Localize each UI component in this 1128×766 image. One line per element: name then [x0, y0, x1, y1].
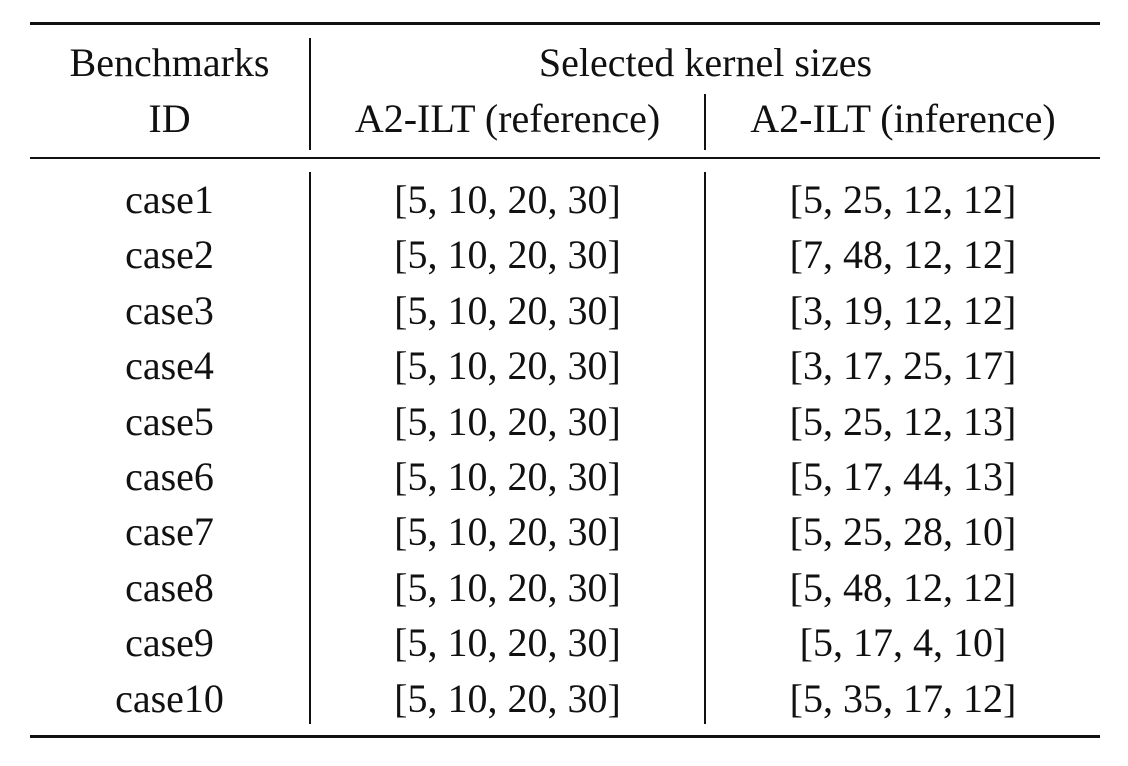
cell-benchmark-id: case1 — [125, 177, 214, 222]
header-id: ID — [148, 96, 191, 141]
table-row: case8 [5, 10, 20, 30] [5, 48, 12, 12] — [30, 560, 1100, 615]
cell-inference: [5, 48, 12, 12] — [789, 564, 1017, 610]
cell-reference: [5, 10, 20, 30] — [394, 675, 621, 721]
cell-reference: [5, 10, 20, 30] — [394, 287, 621, 333]
cell-benchmark-id: case9 — [125, 620, 214, 666]
cell-reference: [5, 10, 20, 30] — [394, 177, 621, 222]
table-row: case9 [5, 10, 20, 30] [5, 17, 4, 10] — [30, 615, 1100, 670]
table-row: case1 [5, 10, 20, 30] [5, 25, 12, 12] — [30, 172, 1100, 227]
cell-inference: [5, 35, 17, 12] — [789, 675, 1017, 721]
table-bottom-rule — [30, 735, 1100, 738]
cell-inference: [5, 17, 4, 10] — [799, 620, 1007, 666]
header-inference: A2-ILT (inference) — [750, 96, 1056, 141]
header-reference: A2-ILT (reference) — [354, 96, 661, 141]
cell-inference: [5, 25, 28, 10] — [789, 509, 1017, 555]
body-divider-right — [704, 172, 706, 724]
cell-benchmark-id: case5 — [125, 398, 214, 444]
table-row: case3 [5, 10, 20, 30] [3, 19, 12, 12] — [30, 283, 1100, 338]
table-row: case2 [5, 10, 20, 30] [7, 48, 12, 12] — [30, 227, 1100, 282]
cell-inference: [5, 25, 12, 12] — [789, 177, 1017, 222]
cell-reference: [5, 10, 20, 30] — [394, 620, 621, 666]
cell-benchmark-id: case8 — [125, 564, 214, 610]
cell-inference: [3, 19, 12, 12] — [789, 287, 1017, 333]
cell-reference: [5, 10, 20, 30] — [394, 453, 621, 499]
table-row: case5 [5, 10, 20, 30] [5, 25, 12, 13] — [30, 394, 1100, 449]
cell-benchmark-id: case6 — [125, 453, 214, 499]
table-row: case10 [5, 10, 20, 30] [5, 35, 17, 12] — [30, 671, 1100, 726]
table-row: case6 [5, 10, 20, 30] [5, 17, 44, 13] — [30, 449, 1100, 504]
cell-inference: [5, 25, 12, 13] — [789, 398, 1017, 444]
table-row: case4 [5, 10, 20, 30] [3, 17, 25, 17] — [30, 338, 1100, 393]
table-body: case1 [5, 10, 20, 30] [5, 25, 12, 12] ca… — [30, 172, 1100, 726]
cell-benchmark-id: case4 — [125, 343, 214, 389]
cell-reference: [5, 10, 20, 30] — [394, 232, 621, 278]
cell-reference: [5, 10, 20, 30] — [394, 564, 621, 610]
cell-reference: [5, 10, 20, 30] — [394, 398, 621, 444]
cell-reference: [5, 10, 20, 30] — [394, 343, 621, 389]
cell-inference: [5, 17, 44, 13] — [789, 453, 1017, 499]
cell-inference: [3, 17, 25, 17] — [789, 343, 1017, 389]
header-benchmarks: Benchmarks — [69, 40, 270, 85]
cell-benchmark-id: case7 — [125, 509, 214, 555]
header-selected-kernel-sizes: Selected kernel sizes — [538, 40, 873, 85]
cell-benchmark-id: case2 — [125, 232, 214, 278]
header-divider-left — [309, 38, 311, 150]
cell-inference: [7, 48, 12, 12] — [789, 232, 1017, 278]
table-top-rule — [30, 22, 1100, 25]
cell-benchmark-id: case3 — [125, 287, 214, 333]
cell-benchmark-id: case10 — [115, 675, 224, 721]
header-divider-right — [704, 94, 706, 150]
body-divider-left — [309, 172, 311, 724]
cell-reference: [5, 10, 20, 30] — [394, 509, 621, 555]
table-row: case7 [5, 10, 20, 30] [5, 25, 28, 10] — [30, 504, 1100, 559]
table-header-rule — [30, 157, 1100, 159]
